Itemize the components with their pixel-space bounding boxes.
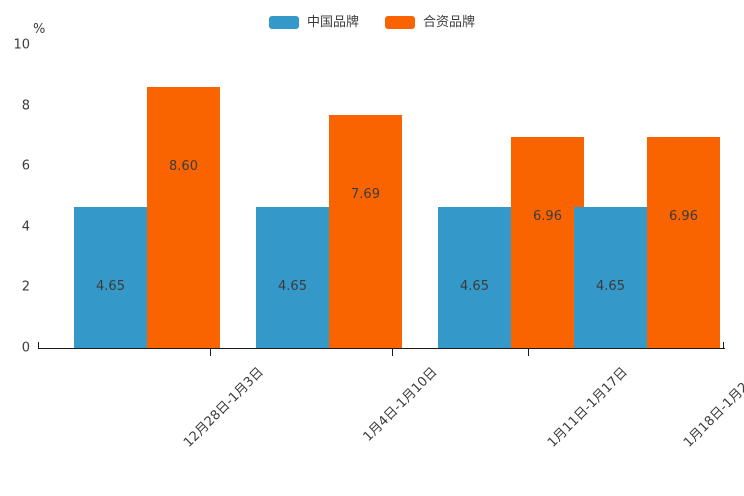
bar-value-label: 6.96 (533, 209, 562, 225)
chart-legend: 中国品牌 合资品牌 (0, 12, 744, 32)
bar-china-brand[interactable]: 4.65 (574, 207, 647, 348)
bar-joint-venture-brand[interactable]: 6.96 (511, 137, 584, 348)
bar-china-brand[interactable]: 4.65 (438, 207, 511, 348)
y-tick-label: 2 (21, 279, 30, 295)
bar-joint-venture-brand[interactable]: 6.96 (647, 137, 720, 348)
bar-value-label: 7.69 (351, 187, 380, 202)
bar-group: 4.65 6.96 (574, 45, 720, 348)
bar-value-label: 4.65 (596, 279, 625, 295)
y-tick-label: 0 (21, 340, 30, 356)
y-tick-label: 8 (21, 98, 30, 114)
bar-joint-venture-brand[interactable]: 8.60 (147, 87, 220, 348)
x-axis-tick (528, 349, 529, 356)
legend-item-joint-venture-brand[interactable]: 合资品牌 (385, 14, 476, 30)
x-tick-label-period-2: 1月4日-1月10日 (360, 364, 441, 445)
y-tick-label: 10 (13, 37, 30, 53)
bar-china-brand[interactable]: 4.65 (74, 207, 147, 348)
x-tick-label-period-1: 12月28日-1月3日 (180, 364, 267, 451)
plot-area: 10 8 6 4 2 0 4.65 8.60 4.65 7.69 4 (13, 38, 725, 356)
bar-joint-venture-brand[interactable]: 7.69 (329, 115, 402, 348)
legend-swatch-china-brand (268, 15, 299, 29)
bar-value-label: 4.65 (460, 279, 489, 295)
bar-group: 4.65 6.96 (438, 45, 584, 348)
legend-label-china-brand: 中国品牌 (306, 14, 359, 30)
y-tick-label: 4 (21, 219, 30, 235)
bar-value-label: 4.65 (96, 279, 125, 295)
y-tick-label: 6 (21, 158, 30, 174)
bar-value-label: 6.96 (669, 209, 698, 225)
legend-swatch-joint-venture-brand (385, 15, 415, 29)
x-axis-tick (392, 349, 393, 356)
x-tick-label-period-4: 1月18日-1月24日 (680, 364, 744, 451)
y-axis-unit-label: % (33, 22, 46, 37)
bar-group: 4.65 7.69 (256, 45, 402, 348)
x-axis-left-endcap (38, 342, 39, 348)
bar-china-brand[interactable]: 4.65 (256, 207, 329, 348)
bar-group: 4.65 8.60 (74, 45, 220, 348)
bar-value-label: 8.60 (169, 159, 198, 175)
x-axis-tick (210, 349, 211, 356)
x-axis-line (38, 348, 725, 349)
x-axis-right-endcap (723, 342, 725, 348)
legend-label-joint-venture-brand: 合资品牌 (423, 14, 476, 30)
legend-item-china-brand[interactable]: 中国品牌 (268, 14, 359, 30)
bar-value-label: 4.65 (278, 279, 307, 295)
x-tick-label-period-3: 1月11日-1月17日 (544, 364, 631, 451)
